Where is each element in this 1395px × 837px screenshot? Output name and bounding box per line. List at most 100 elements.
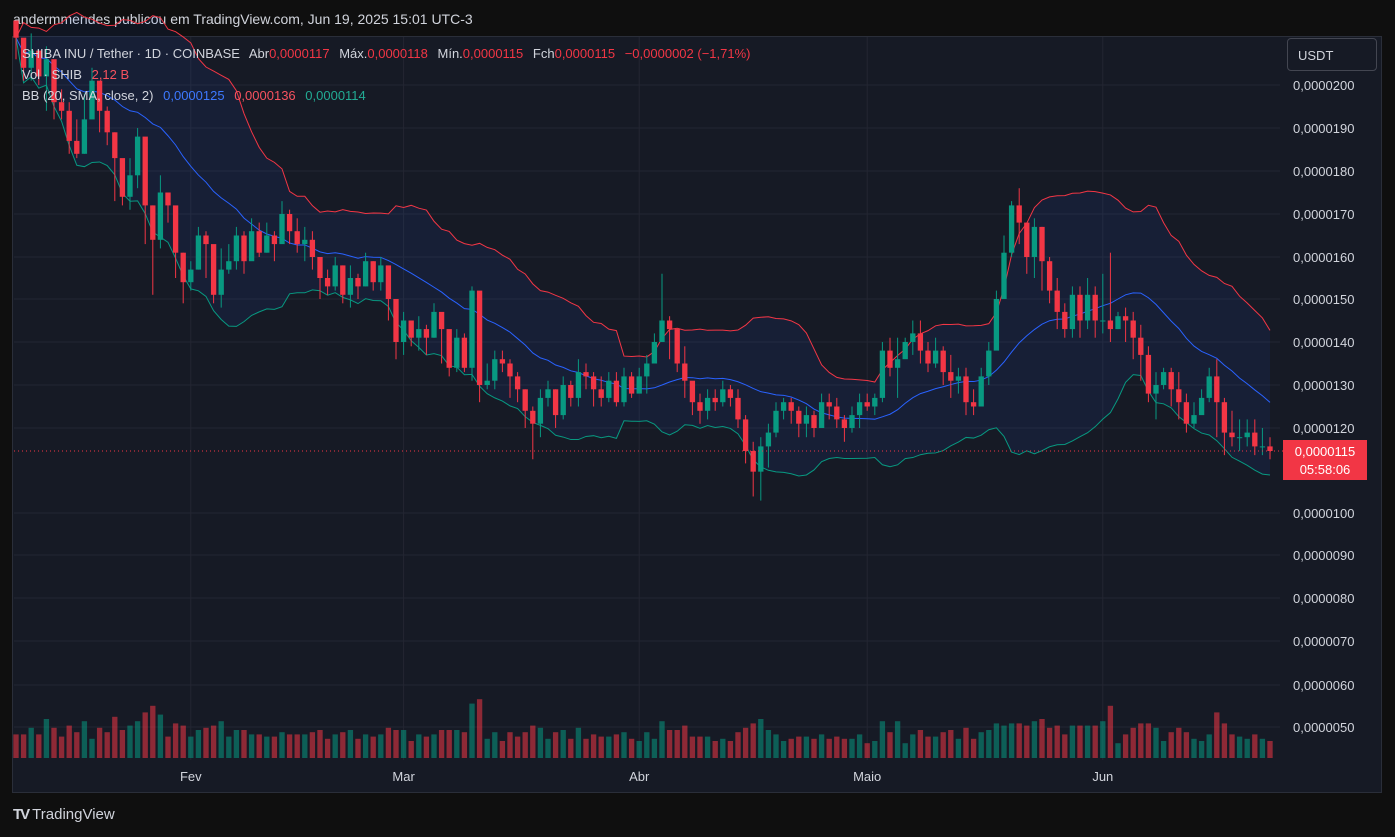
y-tick-label: 0,0000160 xyxy=(1293,250,1354,265)
candle-body xyxy=(955,376,962,381)
candle-body xyxy=(856,402,863,416)
candle-body xyxy=(507,363,513,377)
candle-body xyxy=(773,410,779,433)
chart-frame[interactable] xyxy=(12,36,1382,793)
bb-lower-value: 0,0000114 xyxy=(305,88,366,103)
candle-body xyxy=(279,214,285,245)
volume-bar xyxy=(309,732,316,758)
candle-body xyxy=(492,359,498,381)
candle-body xyxy=(347,278,354,295)
candle-body xyxy=(826,402,832,407)
candle-body xyxy=(96,80,103,111)
volume-bar xyxy=(104,732,110,758)
candle-body xyxy=(689,380,696,403)
volume-bar xyxy=(58,736,65,758)
volume-bar xyxy=(514,736,521,758)
bb-upper-value: 0,0000136 xyxy=(234,88,296,103)
candle-body xyxy=(522,389,528,411)
candle-body xyxy=(1176,389,1182,403)
volume-bar xyxy=(970,738,977,758)
candle-body xyxy=(210,244,217,295)
volume-bar xyxy=(302,734,308,758)
volume-bar xyxy=(560,730,566,758)
candle-body xyxy=(834,406,840,420)
volume-bar xyxy=(628,738,635,758)
volume-label[interactable]: Vol · SHIB xyxy=(22,67,82,82)
volume-bar xyxy=(1153,727,1159,758)
open-value: 0,0000117 xyxy=(269,46,330,61)
last-price-tag: 0,0000115 05:58:06 xyxy=(1283,440,1367,480)
candle-body xyxy=(1084,294,1091,321)
symbol-label[interactable]: SHIBA INU / Tether · 1D · COINBASE xyxy=(22,46,240,61)
candle-body xyxy=(1138,337,1144,355)
volume-bar xyxy=(256,734,262,758)
x-tick-label: Mar xyxy=(392,769,415,784)
candle-body xyxy=(1252,432,1258,447)
volume-bar xyxy=(165,736,171,758)
volume-bar xyxy=(1008,723,1015,758)
volume-bar xyxy=(210,725,217,758)
volume-bar xyxy=(545,738,551,758)
candle-body xyxy=(720,389,726,403)
candle-body xyxy=(150,205,156,240)
volume-bar xyxy=(484,738,490,758)
volume-bar xyxy=(712,741,718,758)
candle-body xyxy=(894,359,901,368)
candle-body xyxy=(271,235,278,245)
bb-legend: BB (20, SMA, close, 2) 0,0000125 0,00001… xyxy=(22,88,372,103)
volume-bar xyxy=(1024,725,1030,758)
volume-bar xyxy=(697,736,703,758)
candle-body xyxy=(1016,205,1022,223)
volume-bar xyxy=(385,727,392,758)
candle-body xyxy=(286,214,293,232)
candle-body xyxy=(1214,376,1220,403)
volume-bar xyxy=(674,730,680,758)
volume-bar xyxy=(36,734,42,758)
y-tick-label: 0,0000200 xyxy=(1293,78,1354,93)
candle-body xyxy=(400,320,407,342)
candle-body xyxy=(788,402,794,411)
volume-bar xyxy=(446,730,452,758)
bb-lower-line xyxy=(15,37,1271,477)
y-tick-label: 0,0000050 xyxy=(1293,720,1354,735)
candle-body xyxy=(1198,397,1205,416)
candle-body xyxy=(1100,320,1106,322)
volume-bar xyxy=(606,736,612,758)
change-value: −0,0000002 (−1,71%) xyxy=(624,46,751,61)
candle-body xyxy=(226,261,232,270)
close-label: Fch xyxy=(532,46,555,61)
volume-bar xyxy=(1077,725,1083,758)
volume-bar xyxy=(530,725,536,758)
candle-body xyxy=(58,102,65,111)
candle-body xyxy=(28,50,34,68)
volume-bar xyxy=(811,738,817,758)
volume-bar xyxy=(454,730,460,758)
candle-body xyxy=(1160,372,1167,385)
footer-brand[interactable]: TV TradingView xyxy=(13,806,115,823)
candle-body xyxy=(112,132,118,159)
currency-button[interactable]: USDT xyxy=(1287,38,1377,71)
candle-body xyxy=(811,415,817,428)
volume-bar xyxy=(902,743,908,758)
candle-body xyxy=(545,389,551,398)
candle-body xyxy=(119,158,126,197)
volume-bar xyxy=(195,730,202,758)
volume-bar xyxy=(780,741,787,758)
volume-bar xyxy=(872,741,878,758)
volume-bar xyxy=(51,727,57,758)
volume-bar xyxy=(218,721,224,758)
candle-body xyxy=(408,320,414,338)
volume-bar xyxy=(940,732,946,758)
candle-body xyxy=(948,372,954,381)
volume-bar xyxy=(271,736,278,758)
candle-body xyxy=(1236,437,1243,439)
volume-bar xyxy=(735,732,741,758)
candle-body xyxy=(393,299,399,342)
volume-bar xyxy=(1160,741,1167,758)
candle-body xyxy=(712,397,718,403)
candle-body xyxy=(530,410,536,424)
candle-body xyxy=(1153,385,1159,394)
volume-bar xyxy=(993,723,1000,758)
bb-label[interactable]: BB (20, SMA, close, 2) xyxy=(22,88,154,103)
